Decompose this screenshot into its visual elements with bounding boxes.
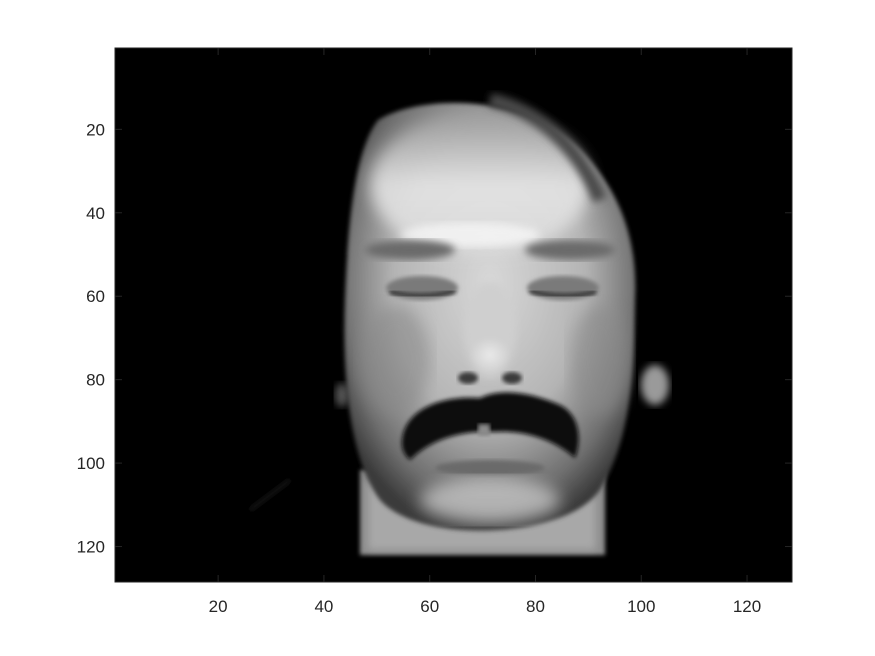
x-tick-label: 60: [420, 597, 439, 616]
y-tick-label: 40: [86, 204, 105, 223]
right-ear: [641, 365, 669, 405]
x-tick-label: 120: [733, 597, 761, 616]
x-tick-label: 20: [209, 597, 228, 616]
y-tick-label: 80: [86, 371, 105, 390]
chin: [420, 478, 560, 522]
y-tick-label: 100: [77, 454, 105, 473]
x-tick-label: 100: [627, 597, 655, 616]
left-brow: [365, 240, 455, 260]
x-tick-label: 40: [314, 597, 333, 616]
mouth: [435, 460, 545, 476]
y-tick-label: 60: [86, 287, 105, 306]
face-image: [115, 48, 792, 582]
right-brow: [525, 240, 615, 260]
y-tick-label: 20: [86, 120, 105, 139]
y-tick-label: 120: [77, 538, 105, 557]
x-tick-label: 80: [526, 597, 545, 616]
